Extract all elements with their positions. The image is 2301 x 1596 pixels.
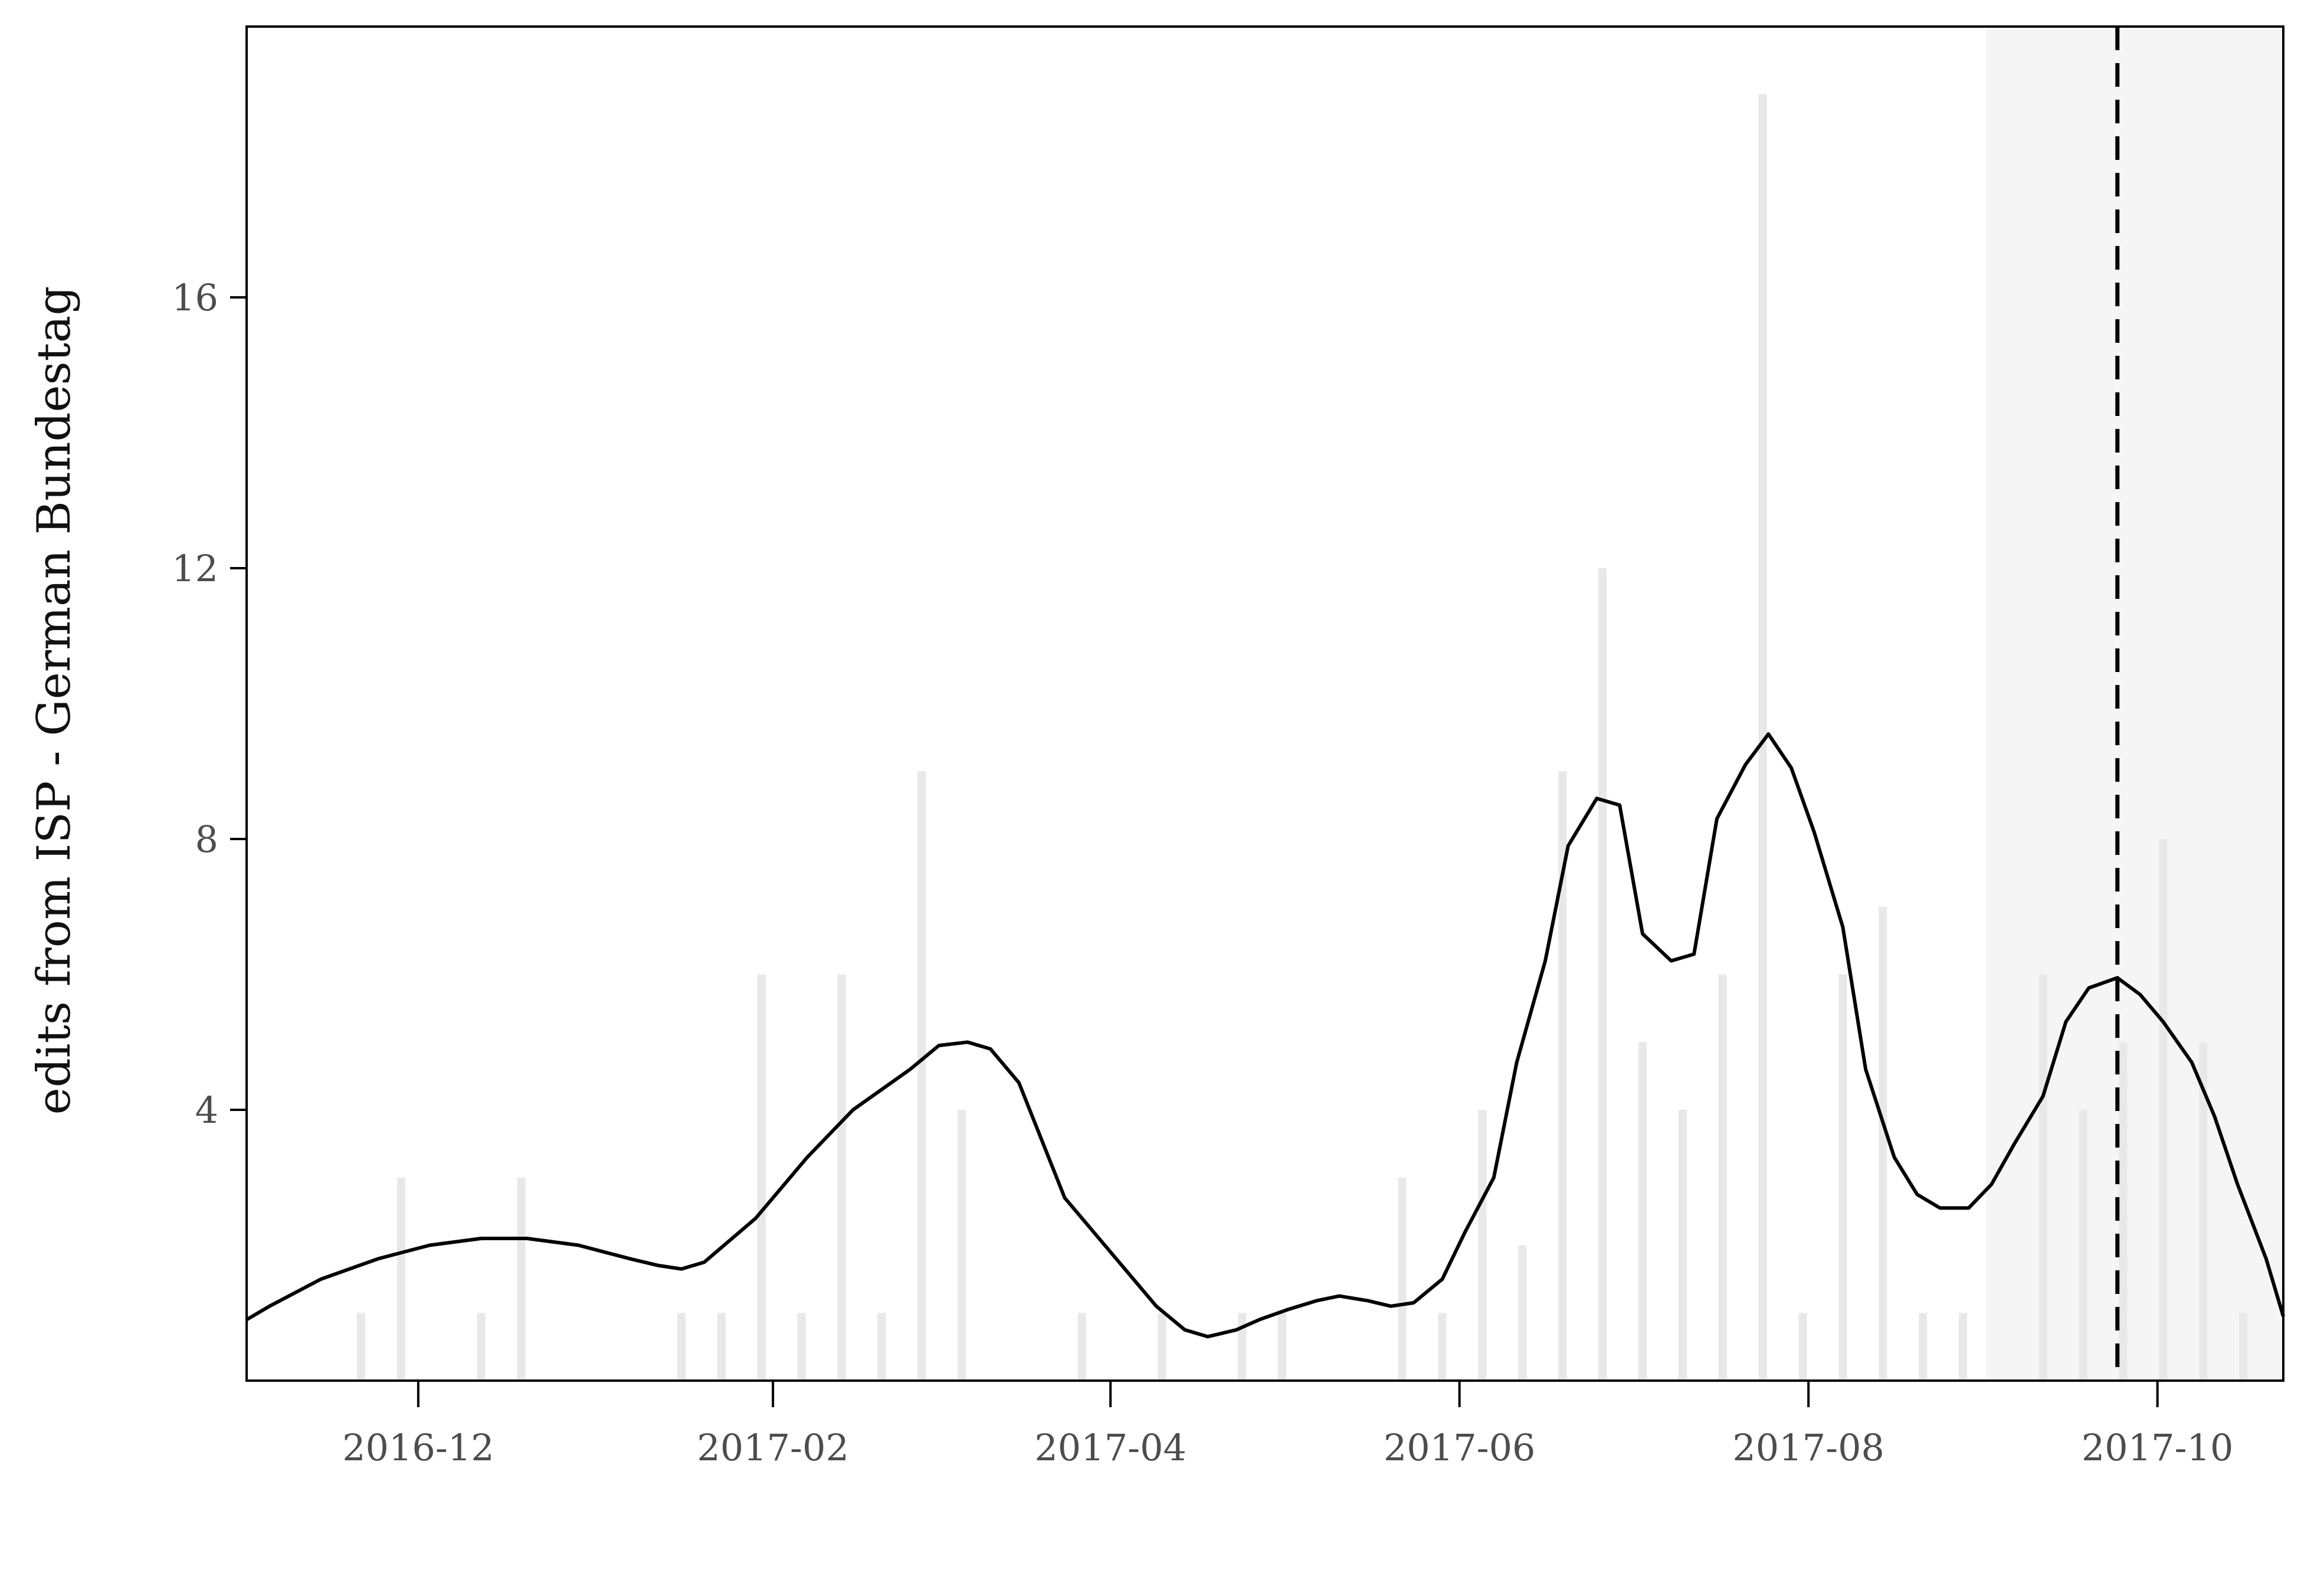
bar: [2159, 839, 2168, 1381]
bar: [1798, 1313, 1807, 1381]
bar: [837, 974, 846, 1381]
y-axis-label: edits from ISP - German Bundestag: [28, 286, 81, 1115]
bar: [356, 1313, 365, 1381]
bar: [2038, 974, 2047, 1381]
x-tick-label: 2017-06: [1384, 1426, 1536, 1469]
bar: [1758, 94, 1767, 1381]
bar: [1518, 1245, 1527, 1381]
bar: [2119, 1042, 2128, 1381]
bar: [757, 974, 766, 1381]
bar: [677, 1313, 686, 1381]
bar: [1278, 1313, 1287, 1381]
bar: [917, 771, 926, 1381]
bar: [396, 1177, 405, 1381]
bar: [2239, 1313, 2248, 1381]
bar: [1598, 568, 1607, 1381]
x-tick-label: 2016-12: [342, 1426, 494, 1469]
bar: [1238, 1313, 1247, 1381]
bar: [1718, 974, 1727, 1381]
bar: [1558, 771, 1567, 1381]
plot-frame: [245, 25, 2284, 1382]
bar: [477, 1313, 486, 1381]
bar: [1919, 1313, 1928, 1381]
bar: [517, 1177, 526, 1381]
bar: [717, 1313, 726, 1381]
bar: [958, 1110, 966, 1381]
x-tick-label: 2017-10: [2082, 1426, 2234, 1469]
bar: [1438, 1313, 1447, 1381]
bar: [1958, 1313, 1967, 1381]
bar: [877, 1313, 886, 1381]
y-tick-label: 4: [195, 1089, 218, 1132]
bar: [1638, 1042, 1647, 1381]
bar: [1478, 1110, 1487, 1381]
y-tick-label: 12: [172, 547, 218, 590]
bar: [1398, 1177, 1407, 1381]
y-tick-label: 16: [172, 276, 218, 319]
bar: [797, 1313, 806, 1381]
y-tick-label: 8: [195, 818, 218, 861]
bar: [2079, 1110, 2087, 1381]
x-tick-label: 2017-08: [1732, 1426, 1884, 1469]
bar: [1678, 1110, 1687, 1381]
x-tick-label: 2017-04: [1034, 1426, 1186, 1469]
bar: [1077, 1313, 1086, 1381]
bar: [1838, 974, 1847, 1381]
bar: [1879, 906, 1887, 1381]
trend-line: [245, 732, 2285, 1339]
bar: [1158, 1313, 1166, 1381]
bar: [2199, 1042, 2208, 1381]
x-tick-label: 2017-02: [697, 1426, 849, 1469]
highlight-region: [1985, 27, 2283, 1381]
